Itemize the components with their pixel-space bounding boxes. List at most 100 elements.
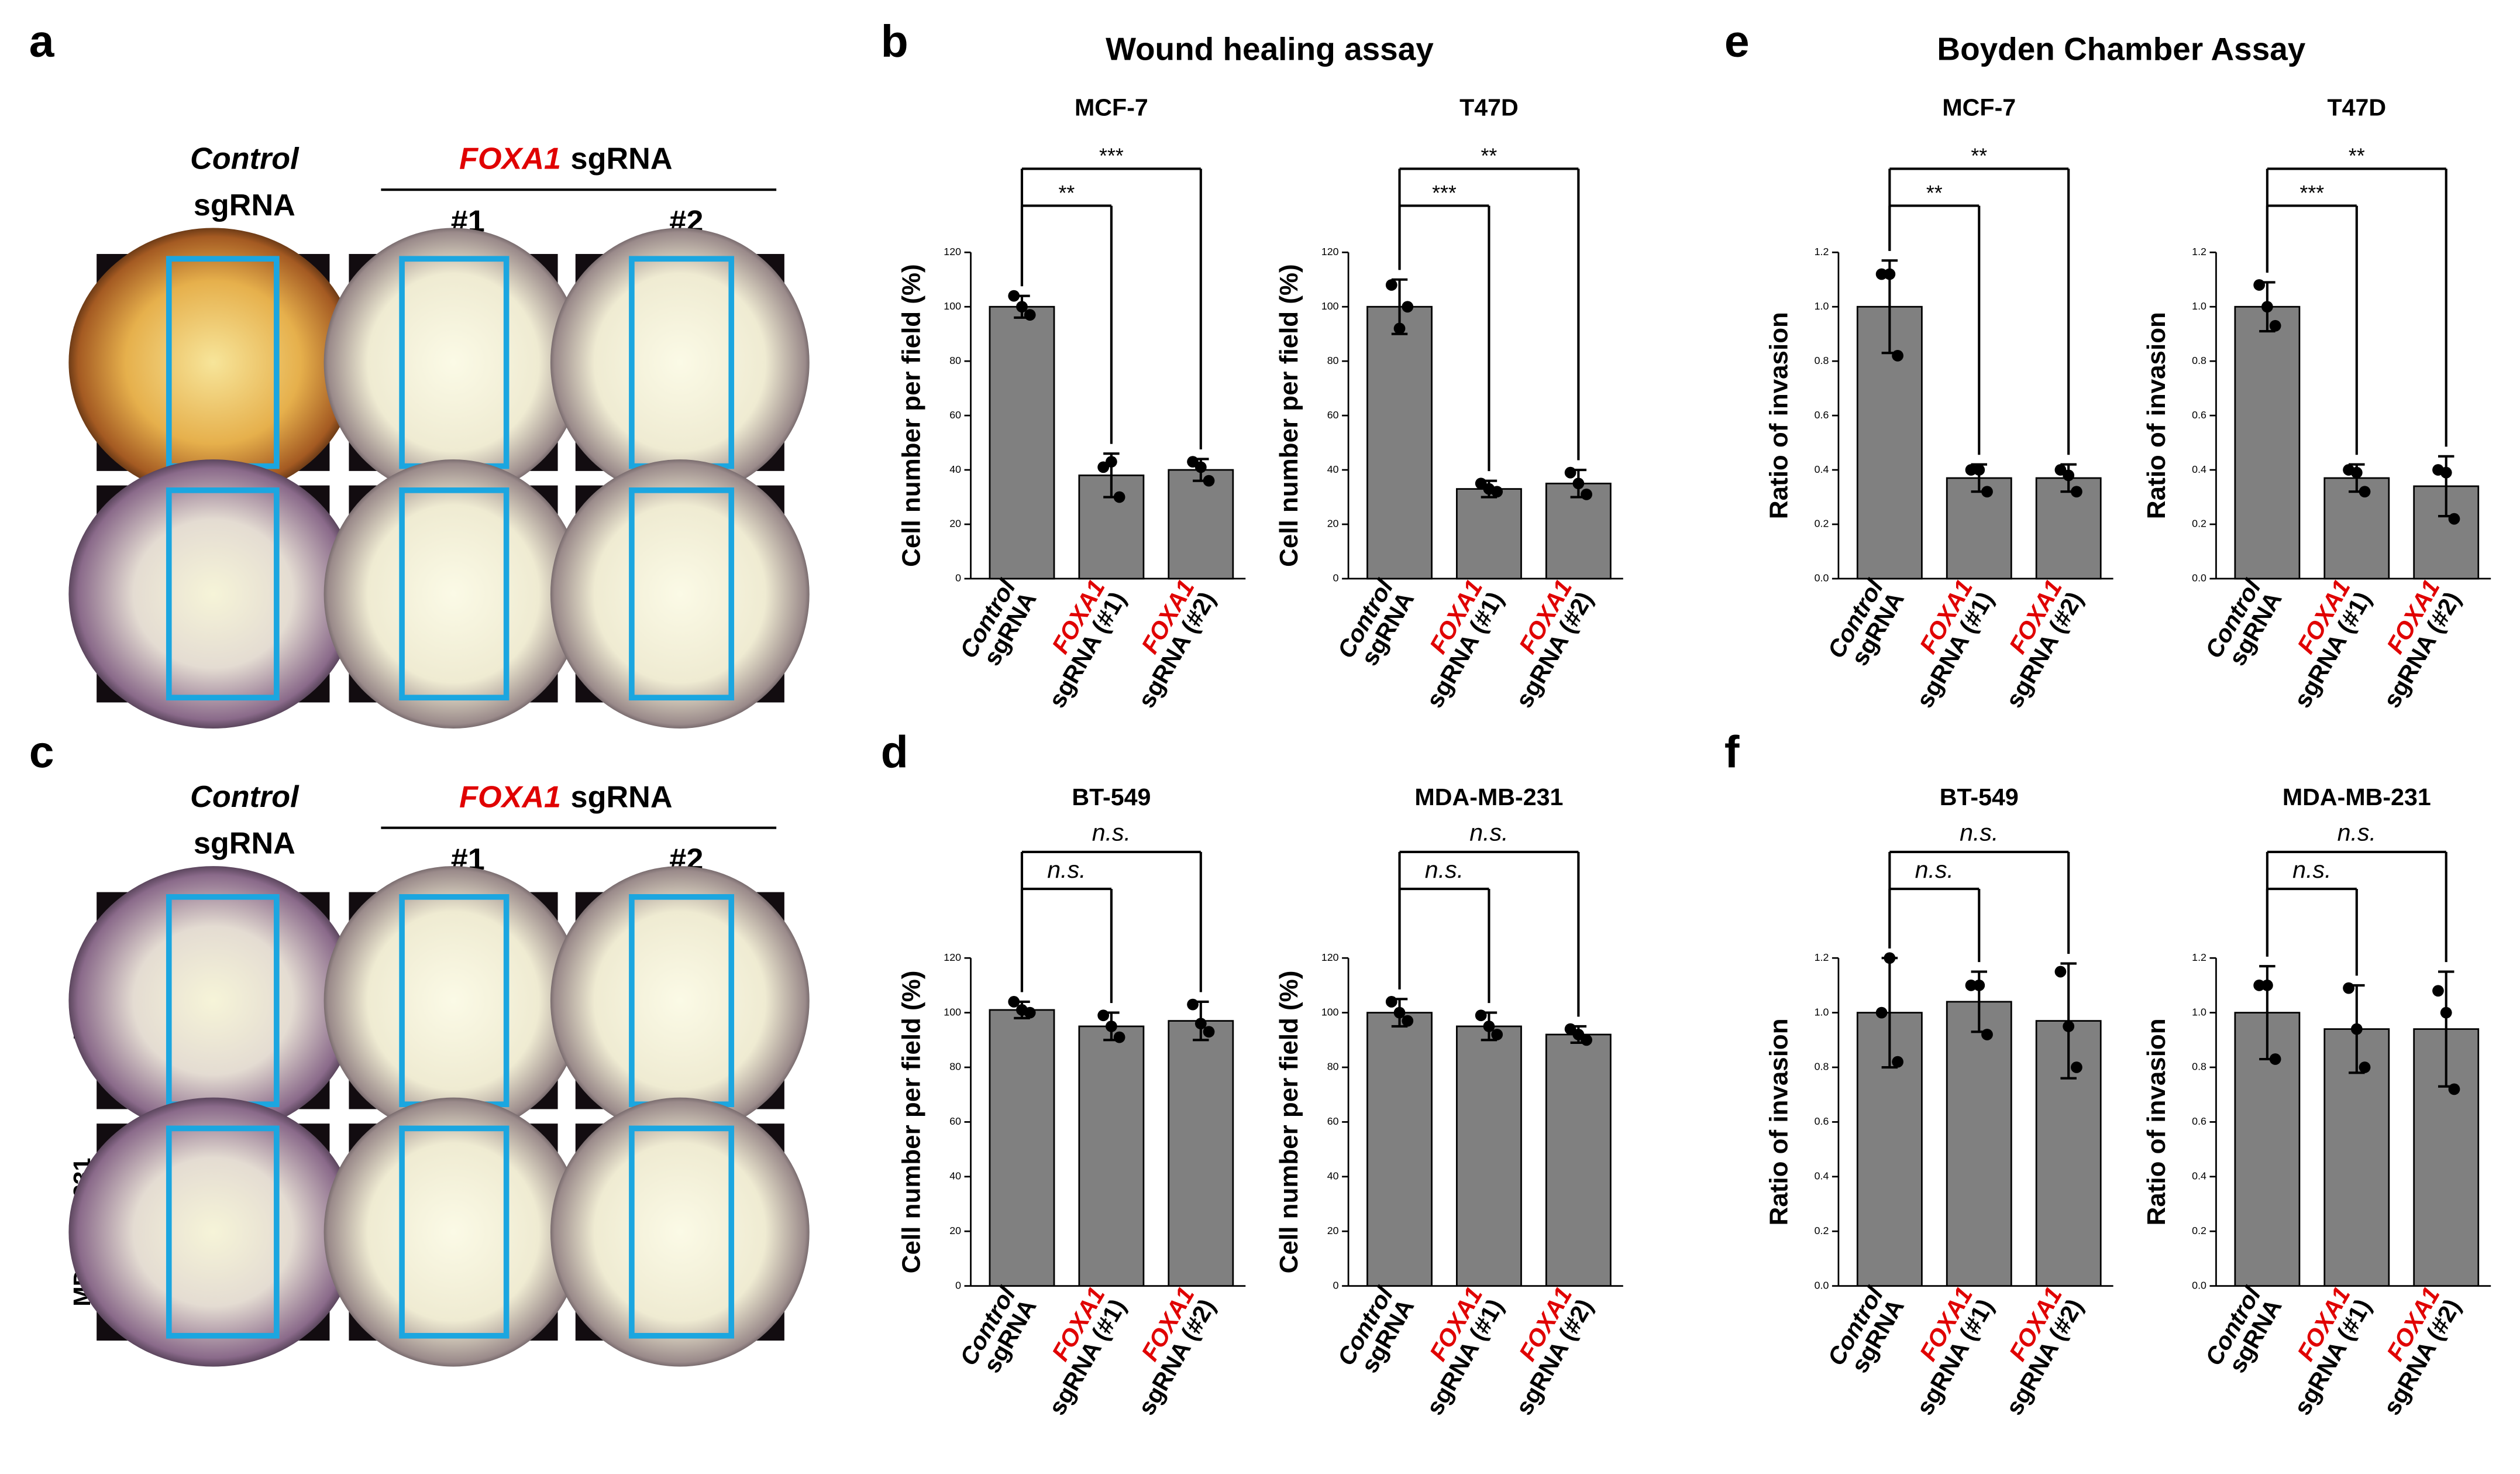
y-axis-label: Cell number per field (%) — [1275, 971, 1303, 1274]
chart-title: MCF-7 — [1942, 94, 2016, 121]
data-point — [1106, 456, 1117, 468]
data-point — [2063, 1021, 2075, 1032]
data-point — [1113, 1031, 1125, 1043]
data-point — [1973, 464, 1985, 476]
y-tick-label: 120 — [944, 246, 961, 257]
y-tick-label: 0.4 — [2192, 463, 2206, 475]
data-point — [1572, 477, 1585, 490]
data-point — [1875, 268, 1888, 280]
y-axis-label: Ratio of invasion — [1765, 312, 1793, 519]
significance-label: *** — [2300, 181, 2325, 205]
micrograph — [68, 1097, 358, 1367]
y-tick-label: 0 — [955, 1279, 961, 1291]
wound-box — [166, 487, 280, 701]
header-target: FOXA1 sgRNA — [459, 780, 672, 814]
chart-title: BT-549 — [1072, 784, 1151, 810]
y-tick-label: 20 — [1327, 1225, 1339, 1236]
data-point — [1008, 290, 1020, 302]
chart-title: BT-549 — [1940, 784, 2019, 810]
micrograph — [68, 459, 358, 729]
significance-label: n.s. — [1469, 819, 1508, 846]
wound-box — [629, 487, 735, 701]
micrograph — [68, 866, 358, 1135]
y-tick-label: 1.2 — [2192, 246, 2206, 257]
significance-label: n.s. — [1425, 856, 1464, 883]
header-control: sgRNA — [194, 827, 295, 861]
y-tick-label: 20 — [949, 518, 961, 530]
data-point — [1581, 488, 1592, 500]
data-point — [1393, 1006, 1406, 1019]
y-tick-label: 0.6 — [1815, 409, 1829, 421]
significance-bracket — [1888, 850, 2070, 954]
data-point — [2269, 1053, 2281, 1065]
y-tick-label: 60 — [949, 1115, 961, 1127]
panel-letter: a — [29, 16, 55, 67]
data-point — [1875, 1006, 1888, 1019]
data-point — [1564, 466, 1576, 479]
section-title: Wound healing assay — [1106, 30, 1434, 67]
y-tick-label: 0.0 — [1815, 572, 1829, 584]
significance-label: ** — [1481, 145, 1497, 168]
y-axis-label: Ratio of invasion — [2142, 1018, 2171, 1225]
data-point — [1491, 1029, 1503, 1040]
y-tick-label: 0.8 — [1815, 355, 1829, 366]
header-target: FOXA1 sgRNA — [459, 142, 672, 176]
y-tick-label: 1.2 — [1815, 246, 1829, 257]
y-tick-label: 80 — [1327, 355, 1339, 366]
data-point — [1884, 952, 1896, 964]
y-tick-label: 0.6 — [1815, 1115, 1829, 1127]
significance-label: ** — [1971, 145, 1987, 168]
y-tick-label: 20 — [1327, 518, 1339, 530]
chart-title: MDA-MB-231 — [2283, 784, 2431, 810]
y-axis-label: Cell number per field (%) — [897, 264, 925, 567]
y-tick-label: 0.6 — [2192, 1115, 2206, 1127]
y-tick-label: 1.0 — [1815, 300, 1829, 312]
y-tick-label: 0.8 — [1815, 1061, 1829, 1073]
data-point — [1973, 980, 1985, 991]
significance-bracket — [1398, 850, 1580, 1017]
significance-label: n.s. — [1915, 856, 1954, 883]
chart-title: T47D — [2327, 94, 2386, 121]
significance-label: n.s. — [1960, 819, 1998, 846]
section-title: Boyden Chamber Assay — [1937, 30, 2305, 67]
y-tick-label: 0.0 — [2192, 572, 2206, 584]
bar — [1456, 1025, 1522, 1287]
y-tick-label: 0 — [955, 572, 961, 584]
target-gene: FOXA1 — [459, 142, 561, 176]
data-point — [2359, 1061, 2371, 1073]
data-point — [1884, 268, 1896, 280]
y-axis-label: Cell number per field (%) — [897, 971, 925, 1274]
bar — [1168, 1020, 1234, 1287]
panel-letter: d — [881, 727, 908, 777]
y-tick-label: 40 — [949, 463, 961, 475]
micrograph — [550, 228, 810, 497]
data-point — [2261, 980, 2273, 991]
data-point — [1106, 1021, 1117, 1032]
significance-bracket — [1888, 888, 1981, 963]
y-tick-label: 120 — [1321, 951, 1339, 963]
wound-box — [629, 1125, 735, 1339]
data-point — [2440, 466, 2452, 479]
data-point — [1572, 1029, 1585, 1040]
data-point — [1393, 322, 1406, 335]
significance-label: n.s. — [1092, 819, 1131, 846]
header-control: Control — [190, 142, 299, 176]
data-point — [2448, 513, 2460, 525]
y-tick-label: 100 — [1321, 1006, 1339, 1018]
data-point — [2343, 982, 2354, 994]
y-tick-label: 0.8 — [2192, 355, 2206, 366]
y-tick-label: 120 — [1321, 246, 1339, 257]
chart-title: T47D — [1459, 94, 1519, 121]
significance-label: *** — [1099, 145, 1124, 168]
target-gene: FOXA1 — [459, 780, 561, 814]
y-tick-label: 1.2 — [2192, 951, 2206, 963]
y-tick-label: 60 — [1327, 1115, 1339, 1127]
data-point — [1008, 996, 1020, 1008]
data-point — [1113, 491, 1125, 503]
header-control: sgRNA — [194, 188, 295, 222]
y-tick-label: 0.2 — [1815, 518, 1829, 530]
data-point — [2253, 980, 2266, 991]
significance-bracket — [1020, 167, 1202, 449]
y-tick-label: 20 — [949, 1225, 961, 1236]
data-point — [2350, 466, 2363, 479]
